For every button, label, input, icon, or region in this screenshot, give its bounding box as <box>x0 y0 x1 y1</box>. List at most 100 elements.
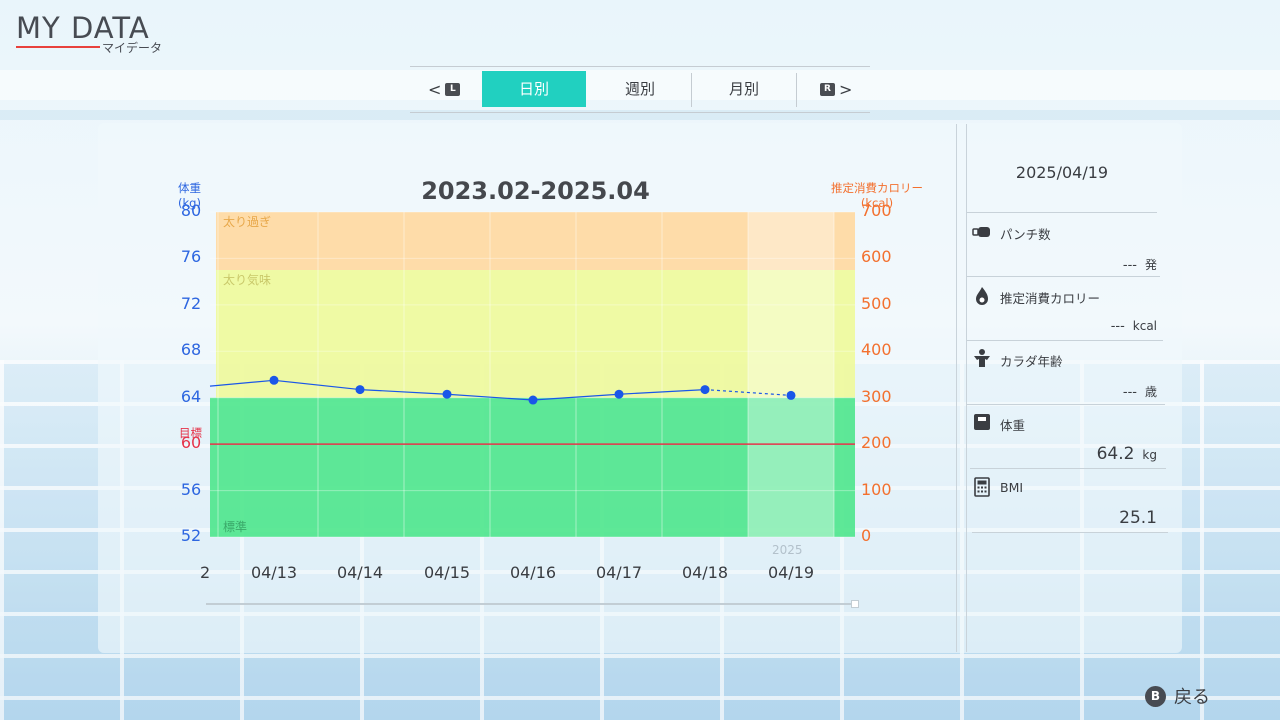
tab-divider <box>691 73 692 107</box>
period-tabs: < L 日別 週別 月別 R > <box>410 66 870 113</box>
back-button[interactable]: B 戻る <box>1145 683 1210 709</box>
background-streak <box>0 110 1280 120</box>
weight-tick-label: 52 <box>180 526 202 545</box>
data-point <box>269 375 279 385</box>
stat-value: --- kcal <box>1110 319 1157 334</box>
stat-body-age: カラダ年齢 --- 歳 <box>967 340 1165 404</box>
zone-band <box>216 270 855 398</box>
selected-date: 2025/04/19 <box>1015 163 1109 182</box>
year-label: 2025 <box>772 543 803 557</box>
selected-day-highlight <box>748 212 834 537</box>
weight-tick-label: 56 <box>180 479 202 499</box>
weight-tick-label: 64 <box>180 386 202 406</box>
stat-label: カラダ年齢 <box>1000 354 1063 369</box>
stat-label: パンチ数 <box>1000 227 1051 242</box>
zone-band <box>216 212 855 271</box>
series-line <box>446 393 534 401</box>
divider <box>970 468 1166 469</box>
chart-scrollbar[interactable] <box>206 603 856 605</box>
zone-label: 太り気味 <box>223 272 271 287</box>
page-title: MY DATA <box>16 11 150 45</box>
series-line <box>273 379 361 391</box>
date-tick-label[interactable]: 04/16 <box>509 563 557 582</box>
date-tick-label[interactable]: 04/17 <box>595 563 643 582</box>
date-tick-label[interactable]: 04/15 <box>423 563 471 582</box>
scale-icon <box>974 414 990 430</box>
chart-title: 2023.02-2025.04 <box>421 177 650 205</box>
data-point <box>700 385 710 395</box>
stat-label: 体重 <box>1000 418 1026 433</box>
calorie-tick-label: 100 <box>861 479 892 499</box>
weight-tick-label: 72 <box>180 293 202 313</box>
zone-band <box>216 397 855 537</box>
weight-tick-label: 76 <box>180 247 202 267</box>
chevron-right-icon: > <box>839 79 853 99</box>
calorie-axis-label: 推定消費カロリー (kcal) <box>831 181 923 210</box>
date-tick-label[interactable]: 04/18 <box>681 563 729 582</box>
background-streak <box>0 70 1280 100</box>
stat-label: BMI <box>1000 480 1024 495</box>
target-label: 目標 <box>179 426 202 440</box>
divider <box>967 276 1160 277</box>
weight-tick-label: 80 <box>180 201 202 220</box>
l-button-icon: L <box>445 82 461 96</box>
zone-band <box>210 397 216 537</box>
data-point <box>614 389 624 399</box>
calorie-tick-label: 600 <box>861 247 892 267</box>
body-icon <box>974 349 990 367</box>
stat-value: --- 発 <box>1122 258 1157 273</box>
weight-axis-label: 体重 (kg) <box>178 181 201 210</box>
title-underline <box>16 46 100 48</box>
data-point <box>355 385 365 395</box>
stat-weight: 体重 64.2 kg <box>967 404 1165 468</box>
calorie-tick-label: 300 <box>861 386 892 406</box>
weight-tick-label: 60 <box>180 433 202 453</box>
panel-divider <box>966 124 967 652</box>
data-point <box>528 395 538 405</box>
back-label: 戻る <box>1174 687 1210 708</box>
stat-punch: パンチ数 --- 発 <box>967 212 1165 276</box>
page-subtitle: マイデータ <box>102 41 163 55</box>
panel-divider <box>956 124 957 652</box>
date-tick-label[interactable]: 04/19 <box>767 563 815 582</box>
chart-scrollbar-thumb[interactable] <box>851 600 859 608</box>
chevron-left-icon: < <box>428 79 442 99</box>
series-line <box>618 388 706 395</box>
calorie-tick-label: 500 <box>861 293 892 313</box>
x-tick-label: 2 <box>200 563 211 582</box>
calorie-tick-label: 700 <box>861 201 892 220</box>
calculator-icon <box>974 477 990 497</box>
data-point <box>442 389 452 399</box>
tab-monthly[interactable]: 月別 <box>728 80 759 98</box>
weight-tick-label: 68 <box>180 340 202 360</box>
stat-value: 64.2 kg <box>1096 444 1157 464</box>
data-point <box>786 390 796 400</box>
prev-tab-button[interactable]: < L <box>428 79 461 99</box>
next-tab-button[interactable]: R > <box>820 79 852 99</box>
zone-label: 太り過ぎ <box>223 214 271 229</box>
stat-calorie: 推定消費カロリー --- kcal <box>967 276 1165 340</box>
stat-value: 25.1 <box>1119 508 1157 528</box>
tab-weekly[interactable]: 週別 <box>624 80 655 98</box>
stat-bmi: BMI 25.1 <box>967 468 1165 532</box>
r-button-icon: R <box>820 82 835 96</box>
series-line <box>704 388 792 396</box>
calorie-tick-label: 400 <box>861 340 892 360</box>
date-tick-label[interactable]: 04/14 <box>336 563 384 582</box>
date-tick-label[interactable]: 04/13 <box>250 563 298 582</box>
series-line <box>359 388 448 395</box>
divider <box>967 404 1165 405</box>
page-header: MY DATA マイデータ <box>16 11 162 55</box>
zone-label: 標準 <box>223 519 247 534</box>
stat-label: 推定消費カロリー <box>1000 291 1101 306</box>
punch-icon <box>972 227 990 237</box>
calorie-tick-label: 0 <box>861 526 872 545</box>
flame-icon <box>976 287 988 305</box>
divider <box>967 212 1157 213</box>
series-line <box>532 393 620 401</box>
tab-daily[interactable]: 日別 <box>482 71 586 107</box>
b-button-icon: B <box>1145 685 1166 707</box>
calorie-tick-label: 200 <box>861 433 892 453</box>
divider <box>972 532 1168 533</box>
